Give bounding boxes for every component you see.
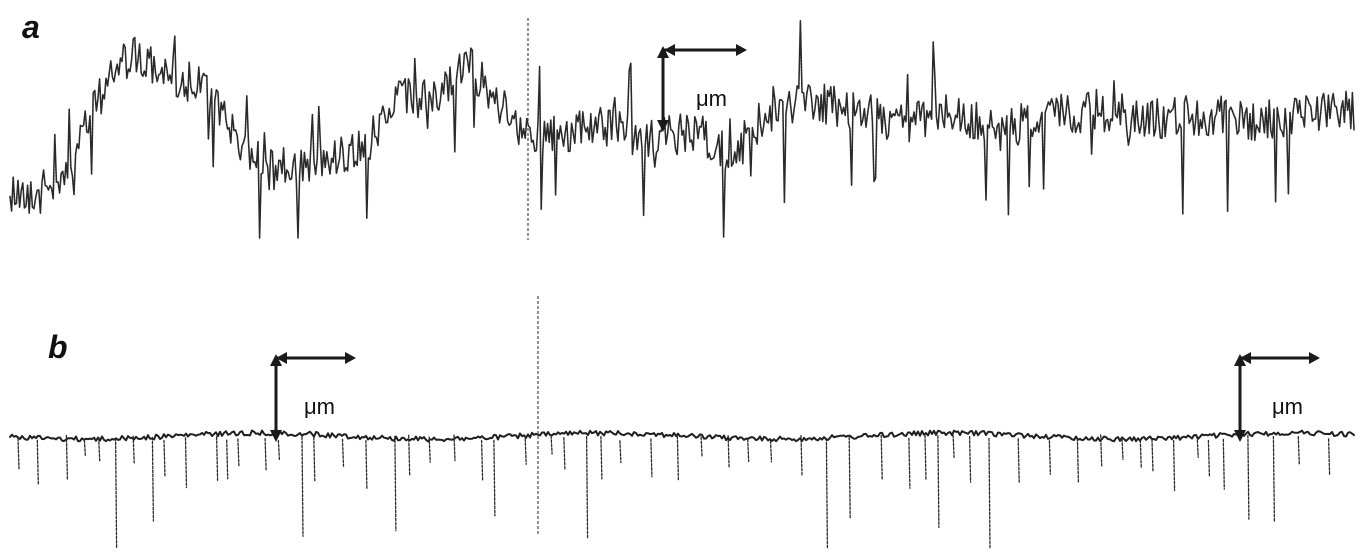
panel-a-label: a xyxy=(22,9,40,45)
scale-bar-b1-arrowhead-down xyxy=(270,430,282,442)
panel-b-label: b xyxy=(48,329,68,365)
scale-bar-a-arrowhead-right xyxy=(736,44,747,56)
scale-bar-b2-arrowhead-up xyxy=(1234,354,1246,366)
panel-a-profile xyxy=(9,18,1355,240)
scale-bar-a: μm xyxy=(657,44,747,132)
scale-bar-b2-arrowhead-down xyxy=(1234,430,1246,442)
scale-bar-b1-arrowhead-up xyxy=(270,354,282,366)
scale-bar-b1: μm xyxy=(270,352,356,442)
scale-bar-a-arrowhead-up xyxy=(657,46,669,58)
scale-bar-b2-arrowhead-right xyxy=(1309,352,1320,364)
profile-pits-b xyxy=(17,434,1331,549)
scale-bar-b1-arrowhead-right xyxy=(345,352,356,364)
profile-trace-b xyxy=(9,429,1355,443)
scale-bar-b1-arrowhead-left xyxy=(276,352,287,364)
scale-bar-a-unit: μm xyxy=(696,86,727,111)
panel-b-profile xyxy=(9,296,1355,549)
scale-bar-a-arrowhead-left xyxy=(664,44,675,56)
scale-bar-b1-unit: μm xyxy=(304,394,335,419)
scale-bar-b2: μm xyxy=(1234,352,1320,442)
profile-trace-a xyxy=(9,20,1355,239)
scale-bar-b2-arrowhead-left xyxy=(1240,352,1251,364)
scale-bar-a-arrowhead-down xyxy=(657,120,669,132)
scale-bar-b2-unit: μm xyxy=(1272,394,1303,419)
